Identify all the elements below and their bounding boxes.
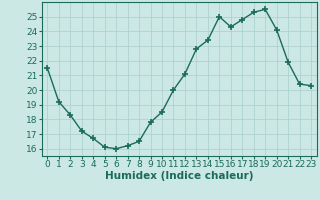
X-axis label: Humidex (Indice chaleur): Humidex (Indice chaleur): [105, 171, 253, 181]
